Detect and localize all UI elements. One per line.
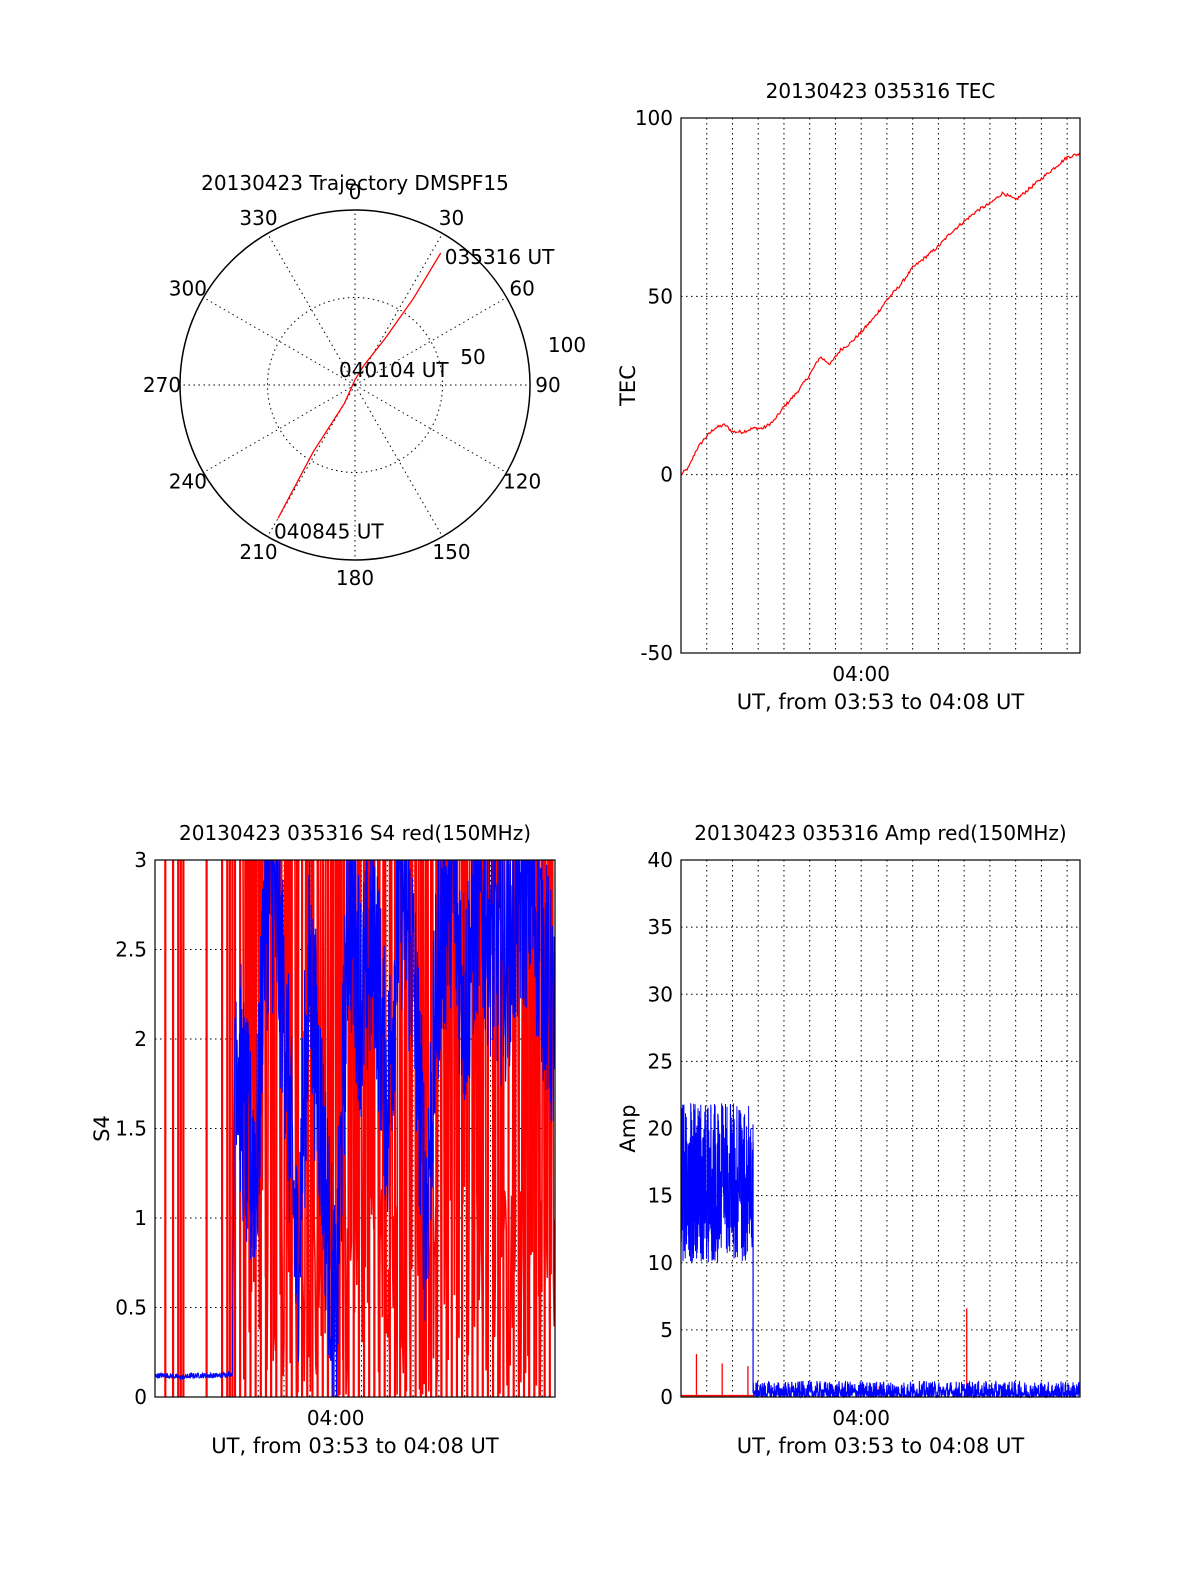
chart-title: 20130423 035316 S4 red(150MHz) [179, 821, 531, 845]
track-time-label: 040104 UT [339, 358, 449, 382]
y-tick-label: 50 [648, 284, 673, 308]
x-axis-label: UT, from 03:53 to 04:08 UT [737, 1434, 1025, 1458]
x-axis-label: UT, from 03:53 to 04:08 UT [211, 1434, 499, 1458]
y-tick-label: 0.5 [115, 1296, 147, 1320]
x-tick-label: 04:00 [307, 1406, 365, 1430]
y-tick-label: 3 [134, 848, 147, 872]
angle-tick-label: 0 [349, 180, 362, 204]
angle-tick-label: 180 [336, 566, 374, 590]
radial-spoke [354, 233, 443, 386]
radial-spoke [354, 297, 507, 386]
angle-tick-label: 330 [239, 206, 277, 230]
y-tick-label: 25 [648, 1049, 673, 1073]
s4-series-layer [155, 860, 555, 1397]
s4-line-plot: 20130423 035316 S4 red(150MHz) 0 0.5 1 1.5 2 2… [90, 821, 556, 1458]
chart-title: 20130423 Trajectory DMSPF15 [201, 171, 509, 195]
y-tick-label: 1 [134, 1206, 147, 1230]
y-tick-label: 0 [134, 1385, 147, 1409]
chart-title: 20130423 035316 TEC [766, 79, 996, 103]
y-tick-label: 2.5 [115, 938, 147, 962]
plot-frame [154, 859, 556, 1398]
y-tick-label: 35 [648, 915, 673, 939]
y-tick-label: -50 [640, 641, 673, 665]
s4-blue-series [155, 860, 555, 1397]
y-tick-label: 10 [648, 1251, 673, 1275]
angle-tick-label: 210 [239, 540, 277, 564]
angle-tick-label: 30 [439, 206, 464, 230]
angle-tick-label: 90 [535, 373, 560, 397]
y-tick-label: 15 [648, 1184, 673, 1208]
y-axis-label: S4 [90, 1115, 114, 1142]
x-axis-label: UT, from 03:53 to 04:08 UT [737, 690, 1025, 714]
radial-tick-label: 50 [460, 345, 485, 369]
tec-series-line [680, 152, 1081, 475]
radial-tick-label: 100 [548, 333, 586, 357]
radial-grid-circle [267, 297, 443, 473]
angle-tick-label: 270 [143, 373, 181, 397]
y-tick-label: 40 [648, 848, 673, 872]
y-tick-label: 30 [648, 982, 673, 1006]
track-time-label: 035316 UT [445, 245, 555, 269]
radial-spoke [354, 384, 507, 473]
angle-tick-label: 300 [169, 277, 207, 301]
radial-spoke [203, 384, 356, 473]
track-time-label: 040845 UT [274, 519, 384, 543]
y-axis-label: Amp [616, 1104, 640, 1152]
tec-line-plot: 20130423 035316 TEC -50 0 50 100 04:00 UT, fro… [616, 79, 1081, 714]
plot-frame [680, 117, 1081, 654]
y-tick-label: 0 [660, 463, 673, 487]
trajectory-track [277, 252, 442, 519]
amp-blue-series [752, 1380, 1081, 1399]
x-tick-label: 04:00 [832, 1406, 890, 1430]
radial-spoke [267, 233, 356, 386]
radial-spoke [354, 384, 443, 537]
y-tick-label: 2 [134, 1027, 147, 1051]
angle-tick-label: 240 [169, 470, 207, 494]
y-axis-label: TEC [616, 365, 640, 407]
outer-circle [179, 209, 531, 561]
y-tick-label: 5 [660, 1318, 673, 1342]
y-tick-label: 100 [635, 106, 673, 130]
y-tick-label: 1.5 [115, 1117, 147, 1141]
y-tick-label: 20 [648, 1117, 673, 1141]
amp-line-plot: 20130423 035316 Amp red(150MHz) 0 5 10 15 20 2… [616, 821, 1081, 1458]
amp-blue-series [680, 1103, 754, 1263]
x-tick-label: 04:00 [832, 662, 890, 686]
y-tick-label: 0 [660, 1385, 673, 1409]
radial-spoke [203, 297, 356, 386]
angle-tick-label: 120 [503, 470, 541, 494]
chart-title: 20130423 035316 Amp red(150MHz) [694, 821, 1066, 845]
plot-frame [680, 859, 1081, 1398]
angle-tick-label: 150 [432, 540, 470, 564]
angle-tick-label: 60 [509, 277, 534, 301]
